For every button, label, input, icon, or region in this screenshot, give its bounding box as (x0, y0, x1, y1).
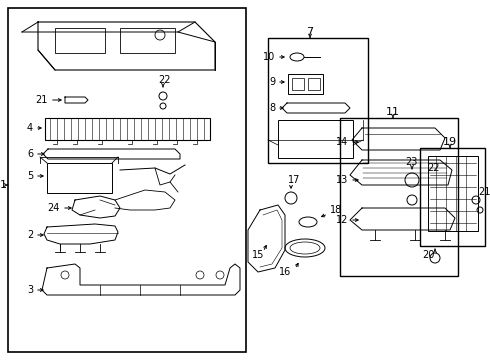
Text: 10: 10 (263, 52, 275, 62)
Text: 19: 19 (443, 137, 457, 147)
Text: 12: 12 (336, 215, 348, 225)
Bar (292, 78, 304, 90)
Text: 4: 4 (27, 123, 33, 133)
Text: 3: 3 (27, 285, 33, 295)
Bar (288, 74, 323, 94)
Bar (45, 118, 210, 140)
Bar (47, 163, 112, 193)
Text: 9: 9 (269, 77, 275, 87)
Text: 2: 2 (27, 230, 33, 240)
Text: 14: 14 (336, 137, 348, 147)
Text: 11: 11 (386, 107, 400, 117)
Text: 5: 5 (27, 171, 33, 181)
Bar (308, 78, 320, 90)
Text: 7: 7 (306, 27, 314, 37)
Text: 17: 17 (288, 175, 300, 185)
Bar (420, 148, 485, 246)
Text: 18: 18 (330, 205, 342, 215)
Text: 15: 15 (252, 250, 264, 260)
Bar (268, 38, 368, 163)
Text: 21: 21 (36, 95, 48, 105)
Text: 1: 1 (0, 180, 6, 190)
Text: 21: 21 (478, 187, 490, 197)
Text: 20: 20 (422, 250, 434, 260)
Text: 22: 22 (158, 75, 171, 85)
Bar (340, 118, 458, 276)
Polygon shape (38, 22, 215, 70)
Text: 6: 6 (27, 149, 33, 159)
Text: 13: 13 (336, 175, 348, 185)
Bar (8, 8, 246, 352)
Bar (278, 120, 353, 158)
Text: 24: 24 (48, 203, 60, 213)
Text: 8: 8 (269, 103, 275, 113)
Bar (428, 156, 478, 231)
Text: 16: 16 (279, 267, 291, 277)
Bar (55, 28, 105, 53)
Text: 23: 23 (405, 157, 417, 167)
Text: 22: 22 (427, 163, 440, 173)
Bar (120, 28, 175, 53)
